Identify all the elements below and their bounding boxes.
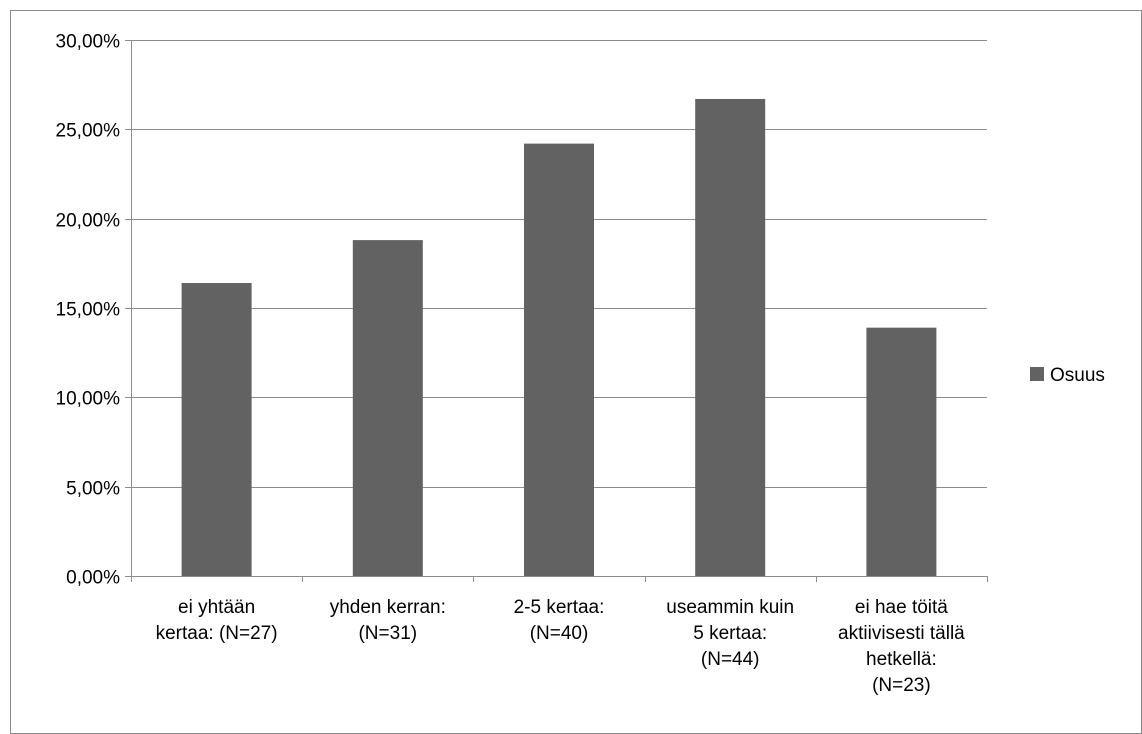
x-tick-label-line: ei hae töitä	[855, 597, 948, 618]
x-tick-labels: ei yhtään kertaa: (N=27) yhden kerran: (N=3…	[156, 597, 966, 696]
y-tick-label: 25,00%	[56, 121, 121, 142]
x-tick-label-line: (N=31)	[358, 623, 417, 644]
legend-swatch	[1030, 367, 1044, 381]
legend-label: Osuus	[1050, 365, 1105, 386]
y-tick-label: 15,00%	[56, 300, 121, 321]
x-tick-label-line: yhden kerran:	[330, 597, 446, 618]
x-tick-label-line: 5 kertaa:	[693, 623, 767, 644]
x-tick-label-line: aktiivisesti tällä	[838, 623, 965, 644]
bar	[524, 143, 594, 577]
bar	[695, 98, 766, 577]
legend: Osuus	[1030, 365, 1105, 386]
x-tick-label-line: (N=23)	[872, 675, 931, 696]
bar	[352, 240, 423, 576]
bar	[181, 282, 252, 576]
x-tick-label: ei hae töitä aktiivisesti tällä hetkellä: (…	[838, 597, 965, 696]
bar	[866, 327, 937, 576]
y-tick-labels: 0,00% 5,00% 10,00% 15,00% 20,00% 25,00% 30,00%	[56, 32, 121, 589]
y-tick-label: 5,00%	[66, 479, 120, 500]
x-tick-label: yhden kerran: (N=31)	[330, 597, 446, 644]
y-tick-label: 0,00%	[66, 568, 120, 589]
x-tick-label-line: (N=40)	[530, 623, 589, 644]
y-tick-label: 20,00%	[56, 211, 121, 232]
x-tick-label-line: ei yhtään	[178, 597, 255, 618]
x-tick-label-line: (N=44)	[701, 649, 760, 670]
x-tick-label: ei yhtään kertaa: (N=27)	[156, 597, 278, 644]
axes	[131, 40, 988, 582]
x-tick-label-line: 2-5 kertaa:	[514, 597, 605, 618]
x-tick-label: useammin kuin 5 kertaa: (N=44)	[666, 597, 794, 670]
x-tick-label-line: hetkellä:	[866, 649, 937, 670]
y-tick-label: 10,00%	[56, 389, 121, 410]
x-tick-label-line: useammin kuin	[666, 597, 794, 618]
y-tick-label: 30,00%	[56, 32, 121, 53]
x-tick-label-line: kertaa: (N=27)	[156, 623, 278, 644]
bars	[181, 98, 937, 577]
x-tick-label: 2-5 kertaa: (N=40)	[514, 597, 605, 644]
